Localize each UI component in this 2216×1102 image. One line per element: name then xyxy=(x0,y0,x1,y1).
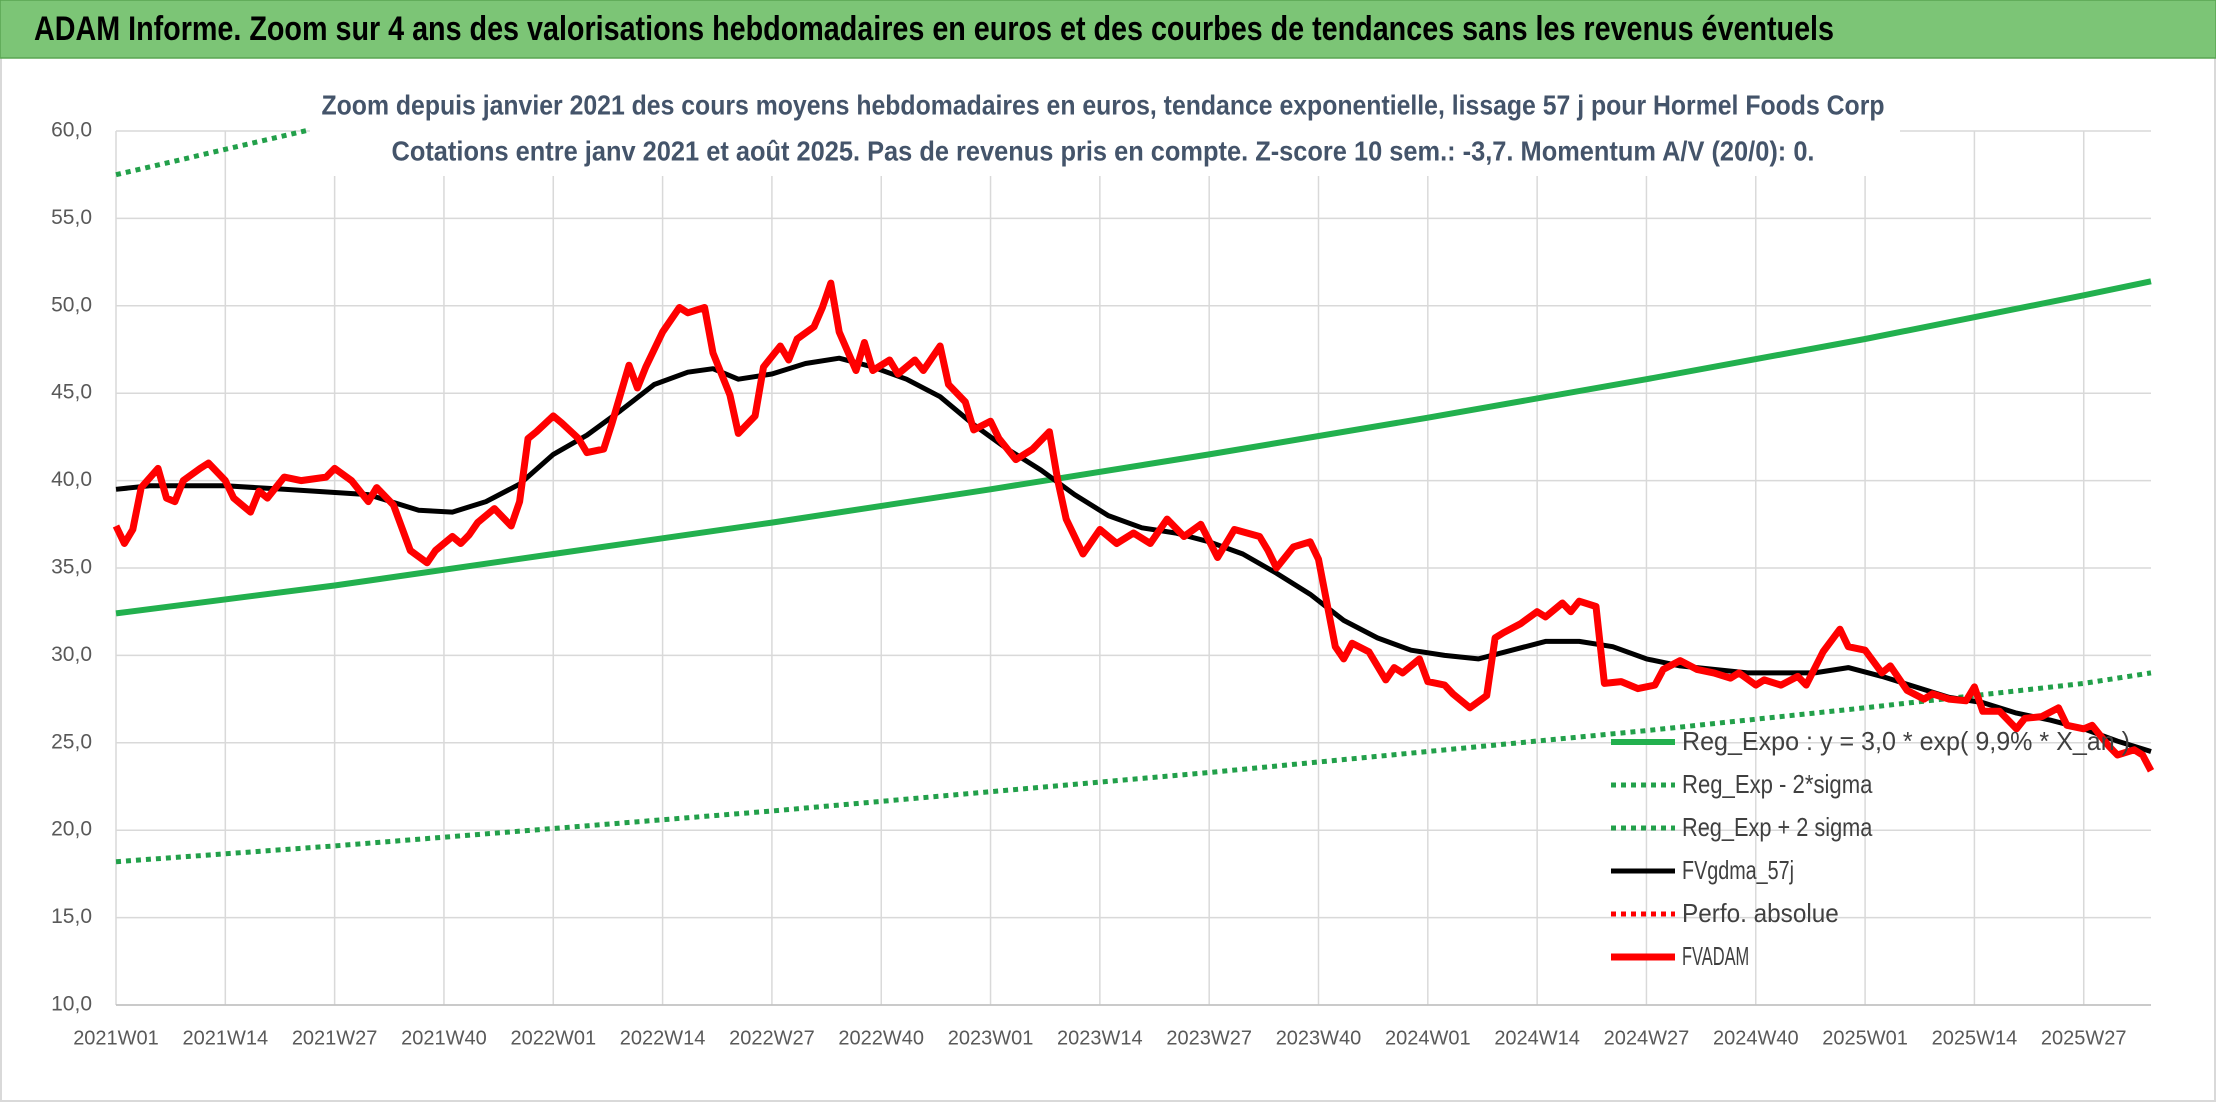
legend-label: Reg_Exp - 2*sigma xyxy=(1682,769,1873,799)
y-tick-label: 40,0 xyxy=(51,468,92,491)
series-line xyxy=(115,355,2152,754)
legend-label: Reg_Expo : y = 3,0 * exp( 9,9% * X_an ) xyxy=(1682,726,2130,756)
x-tick-label: 2024W01 xyxy=(1385,1027,1471,1049)
y-tick-label: 50,0 xyxy=(51,293,92,316)
y-tick-label: 30,0 xyxy=(51,643,92,666)
x-tick-label: 2022W01 xyxy=(510,1027,596,1049)
subtitle: Zoom depuis janvier 2021 des cours moyen… xyxy=(322,89,1885,120)
y-tick-label: 60,0 xyxy=(51,119,92,142)
legend: Reg_Expo : y = 3,0 * exp( 9,9% * X_an ) R… xyxy=(1611,726,2130,971)
x-tick-label: 2021W40 xyxy=(401,1027,487,1049)
series-line xyxy=(112,279,2155,773)
x-tick-label: 2024W40 xyxy=(1713,1027,1799,1049)
y-tick-label: 25,0 xyxy=(51,730,92,753)
y-tick-label: 35,0 xyxy=(51,556,92,579)
x-tick-label: 2022W27 xyxy=(729,1027,815,1049)
x-tick-label: 2025W01 xyxy=(1822,1027,1908,1049)
x-tick-label: 2023W27 xyxy=(1166,1027,1252,1049)
y-tick-label: 15,0 xyxy=(51,905,92,928)
legend-label: FVADAM xyxy=(1682,941,1749,971)
series-line xyxy=(115,278,2152,617)
x-tick-label: 2025W27 xyxy=(2041,1027,2127,1049)
subtitle-box xyxy=(310,84,1900,176)
plot-area xyxy=(112,128,2155,865)
x-tick-label: 2023W14 xyxy=(1057,1027,1143,1049)
x-tick-label: 2023W01 xyxy=(948,1027,1034,1049)
legend-label: FVgdma_57j xyxy=(1682,855,1794,885)
x-tick-label: 2024W14 xyxy=(1494,1027,1580,1049)
y-tick-label: 10,0 xyxy=(51,993,92,1016)
x-tick-label: 2023W40 xyxy=(1276,1027,1362,1049)
x-tick-label: 2024W27 xyxy=(1604,1027,1690,1049)
x-tick-label: 2025W14 xyxy=(1932,1027,2018,1049)
x-tick-label: 2021W01 xyxy=(73,1027,159,1049)
y-tick-label: 20,0 xyxy=(51,818,92,841)
x-tick-label: 2021W27 xyxy=(292,1027,378,1049)
chart-title: ADAM Informe. Zoom sur 4 ans des valoris… xyxy=(34,10,1834,48)
subtitle: Cotations entre janv 2021 et août 2025. … xyxy=(392,135,1815,166)
x-tick-label: 2022W14 xyxy=(620,1027,706,1049)
legend-label: Perfo. absolue xyxy=(1682,898,1839,928)
y-tick-label: 45,0 xyxy=(51,381,92,404)
y-tick-label: 55,0 xyxy=(51,206,92,229)
x-tick-label: 2021W14 xyxy=(183,1027,269,1049)
header-bar xyxy=(0,0,2216,59)
x-tick-label: 2022W40 xyxy=(838,1027,924,1049)
legend-label: Reg_Exp + 2 sigma xyxy=(1682,812,1873,842)
